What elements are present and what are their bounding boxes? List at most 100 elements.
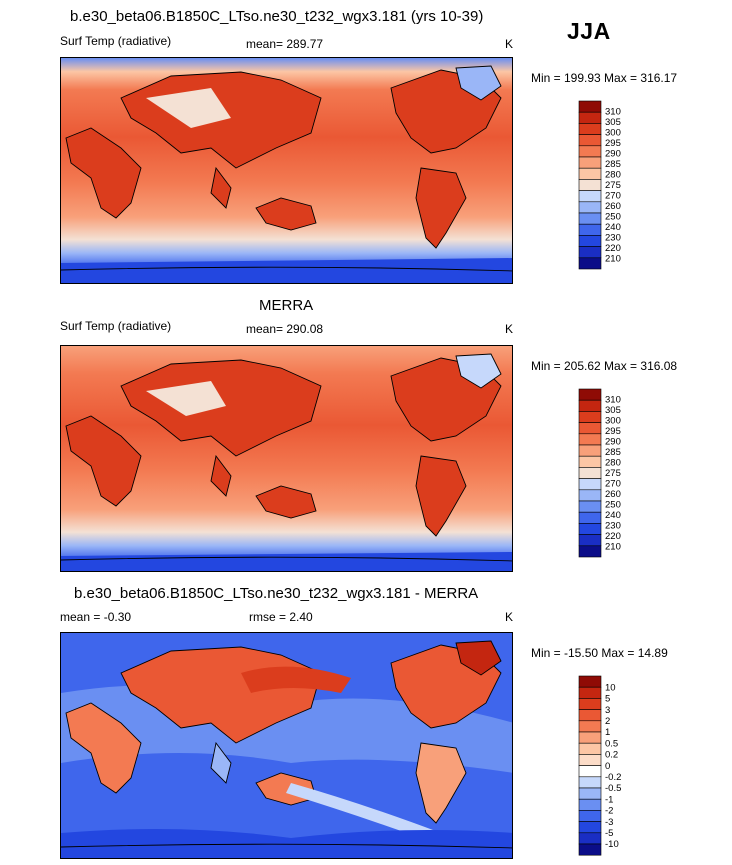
colorbar-tick-label: 220 [605,243,621,254]
panel-obs-minmax: Min = 205.62 Max = 316.08 [531,359,678,373]
panel-obs-title: MERRA [259,297,314,314]
colorbar-box [578,821,602,834]
colorbar-box [578,478,602,491]
colorbar-tick-label: 240 [605,510,621,521]
colorbar-model-svg: 3103053002952902852802752702602502402302… [578,100,621,270]
colorbar-tick-label: 230 [605,521,621,532]
colorbar-box [578,422,602,435]
colorbar-box [578,776,602,789]
colorbar-tick-label: 10 [605,682,616,693]
colorbar-box [578,832,602,845]
colorbar-box [578,489,602,502]
colorbar-tick-label: 250 [605,212,621,223]
colorbar-tick-label: 305 [605,405,621,416]
colorbar-box [578,787,602,800]
colorbar-box [578,388,602,401]
colorbar-box [578,100,602,113]
panel-diff-title: b.e30_beta06.B1850C_LTso.ne30_t232_wgx3.… [74,585,479,602]
panel-diff-mean: mean = -0.30 [60,610,132,624]
panel-model-colorbar: 310 305 300 295 290 285 280 275 270 260 250 240 230 2… [578,100,658,280]
colorbar-box [578,511,602,524]
colorbar-box [578,500,602,513]
panel-diff-colorbar: 10 5 3 2 1 0.5 0.2 0 -0.2 -0.5 -1 -2 -3 -5 -10 [578,675,658,860]
panel-model-title: b.e30_beta06.B1850C_LTso.ne30_t232_wgx3.… [70,8,484,25]
colorbar-tick-label: -1 [605,794,613,805]
colorbar-box [578,444,602,457]
colorbar-tick-label: 290 [605,149,621,160]
panel-obs-map [60,345,513,572]
colorbar-tick-label: 290 [605,437,621,448]
colorbar-box [578,411,602,423]
panel-obs-units: K [505,322,514,336]
colorbar-tick-label: 250 [605,500,621,511]
map-model-svg [61,58,512,283]
colorbar-tick-label: 0.2 [605,750,618,761]
colorbar-tick-label: 2 [605,716,610,727]
colorbar-box [578,843,602,856]
map-obs-svg [61,346,512,571]
panel-model-minmax: Min = 199.93 Max = 316.17 [531,71,678,85]
colorbar-box [578,731,602,744]
colorbar-box [578,686,602,699]
colorbar-box [578,201,602,214]
colorbar-box [578,455,602,468]
colorbar-box [578,467,602,479]
colorbar-tick-label: -3 [605,817,613,828]
colorbar-tick-label: 275 [605,180,621,191]
colorbar-tick-label: -0.2 [605,772,621,783]
colorbar-box [578,754,602,766]
colorbar-box [578,134,602,147]
colorbar-tick-label: 300 [605,128,621,139]
colorbar-tick-label: 310 [605,107,621,118]
colorbar-tick-label: 285 [605,159,621,170]
colorbar-box [578,810,602,822]
colorbar-box [578,145,602,158]
colorbar-tick-label: 270 [605,191,621,202]
colorbar-box [578,523,602,535]
colorbar-box [578,111,602,124]
colorbar-tick-label: 210 [605,254,621,265]
colorbar-tick-label: -0.5 [605,783,621,794]
colorbar-box [578,798,602,811]
colorbar-box [578,765,602,778]
colorbar-box [578,709,602,722]
colorbar-tick-label: 270 [605,479,621,490]
colorbar-tick-label: 230 [605,233,621,244]
colorbar-tick-label: 295 [605,426,621,437]
colorbar-tick-label: -5 [605,828,613,839]
colorbar-tick-label: 310 [605,395,621,406]
colorbar-box [578,742,602,755]
panel-diff-rmse: rmse = 2.40 [249,610,313,624]
panel-model-mean: mean= 289.77 [246,37,324,51]
colorbar-tick-label: 275 [605,468,621,479]
colorbar-box [578,545,602,558]
colorbar-tick-label: 300 [605,416,621,427]
colorbar-box [578,399,602,412]
colorbar-tick-label: 260 [605,489,621,500]
colorbar-tick-label: 260 [605,201,621,212]
colorbar-tick-label: 3 [605,705,610,716]
colorbar-box [578,675,602,688]
colorbar-tick-label: 280 [605,170,621,181]
panel-obs-mean: mean= 290.08 [246,322,324,336]
colorbar-tick-label: 305 [605,117,621,128]
map-diff-svg [61,633,512,858]
colorbar-tick-label: 210 [605,542,621,553]
colorbar-tick-label: 0.5 [605,738,618,749]
panel-diff-map [60,632,513,859]
colorbar-box [578,257,602,270]
colorbar-tick-label: 5 [605,694,610,705]
colorbar-tick-label: 285 [605,447,621,458]
colorbar-box [578,534,602,547]
panel-model-variable: Surf Temp (radiative) [60,34,172,48]
panel-diff-units: K [505,610,514,624]
colorbar-tick-label: 1 [605,727,610,738]
colorbar-tick-label: 220 [605,531,621,542]
panel-model-map [60,57,513,284]
colorbar-tick-label: -10 [605,839,619,850]
colorbar-box [578,246,602,259]
colorbar-tick-label: -2 [605,806,613,817]
colorbar-box [578,156,602,169]
colorbar-box [578,179,602,191]
colorbar-box [578,433,602,446]
